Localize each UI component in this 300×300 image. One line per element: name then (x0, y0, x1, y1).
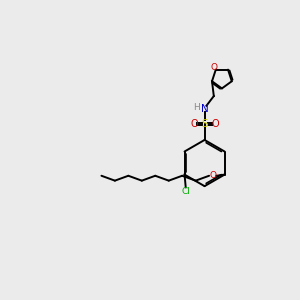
Text: O: O (210, 63, 218, 72)
Text: S: S (201, 119, 208, 129)
Text: O: O (209, 171, 216, 180)
Text: Cl: Cl (181, 187, 190, 196)
Text: N: N (201, 104, 208, 114)
Text: O: O (211, 119, 219, 129)
Text: H: H (194, 103, 200, 112)
Text: O: O (190, 119, 198, 129)
